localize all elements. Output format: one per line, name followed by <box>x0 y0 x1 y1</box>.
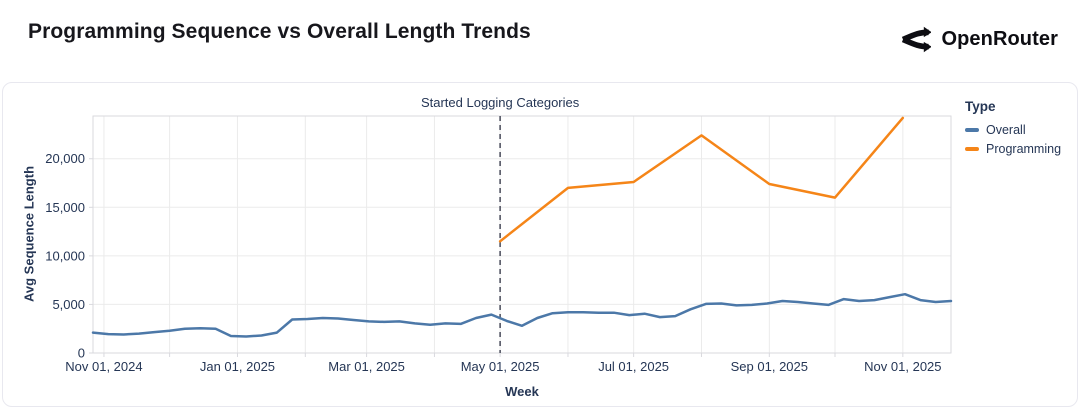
brand-name: OpenRouter <box>941 28 1058 50</box>
page-title: Programming Sequence vs Overall Length T… <box>28 20 531 43</box>
line-chart: 0 5,000 10,000 15,000 20,000 Nov 01, 2024 Jan … <box>45 115 953 374</box>
chart-card: 0 5,000 10,000 15,000 20,000 Nov 01, 2024 Jan … <box>2 82 1078 407</box>
y-tick-label: 20,000 <box>45 151 85 166</box>
y-tick-label: 5,000 <box>52 297 85 312</box>
x-tick-label: Jan 01, 2025 <box>200 359 275 374</box>
x-tick-label: Jul 01, 2025 <box>598 359 669 374</box>
x-tick-label: May 01, 2025 <box>461 359 540 374</box>
openrouter-brand: OpenRouter <box>899 26 1058 53</box>
x-axis-title: Week <box>505 384 539 399</box>
overall-line-swatch <box>965 128 979 132</box>
plot-area <box>92 115 952 354</box>
legend-item-programming: Programming <box>965 142 1061 156</box>
openrouter-logo-icon <box>902 26 932 53</box>
y-tick-label: 0 <box>78 346 85 361</box>
x-tick-label: Nov 01, 2025 <box>864 359 941 374</box>
y-axis-title: Avg Sequence Length <box>21 165 37 303</box>
y-tick-label: 10,000 <box>45 248 85 263</box>
programming-line-swatch <box>965 147 979 151</box>
header: Programming Sequence vs Overall Length T… <box>0 0 1080 82</box>
chart-legend: Type Overall Programming <box>965 99 1061 161</box>
y-tick-label: 15,000 <box>45 200 85 215</box>
legend-label: Overall <box>986 123 1026 137</box>
programming-line <box>498 116 905 243</box>
legend-item-overall: Overall <box>965 123 1061 137</box>
x-tick-label: Nov 01, 2024 <box>65 359 142 374</box>
x-tick-label: Sep 01, 2025 <box>731 359 808 374</box>
legend-label: Programming <box>986 142 1062 156</box>
annotation-label: Started Logging Categories <box>420 95 580 110</box>
legend-title: Type <box>965 99 996 114</box>
overall-line <box>91 292 953 338</box>
x-tick-label: Mar 01, 2025 <box>328 359 405 374</box>
